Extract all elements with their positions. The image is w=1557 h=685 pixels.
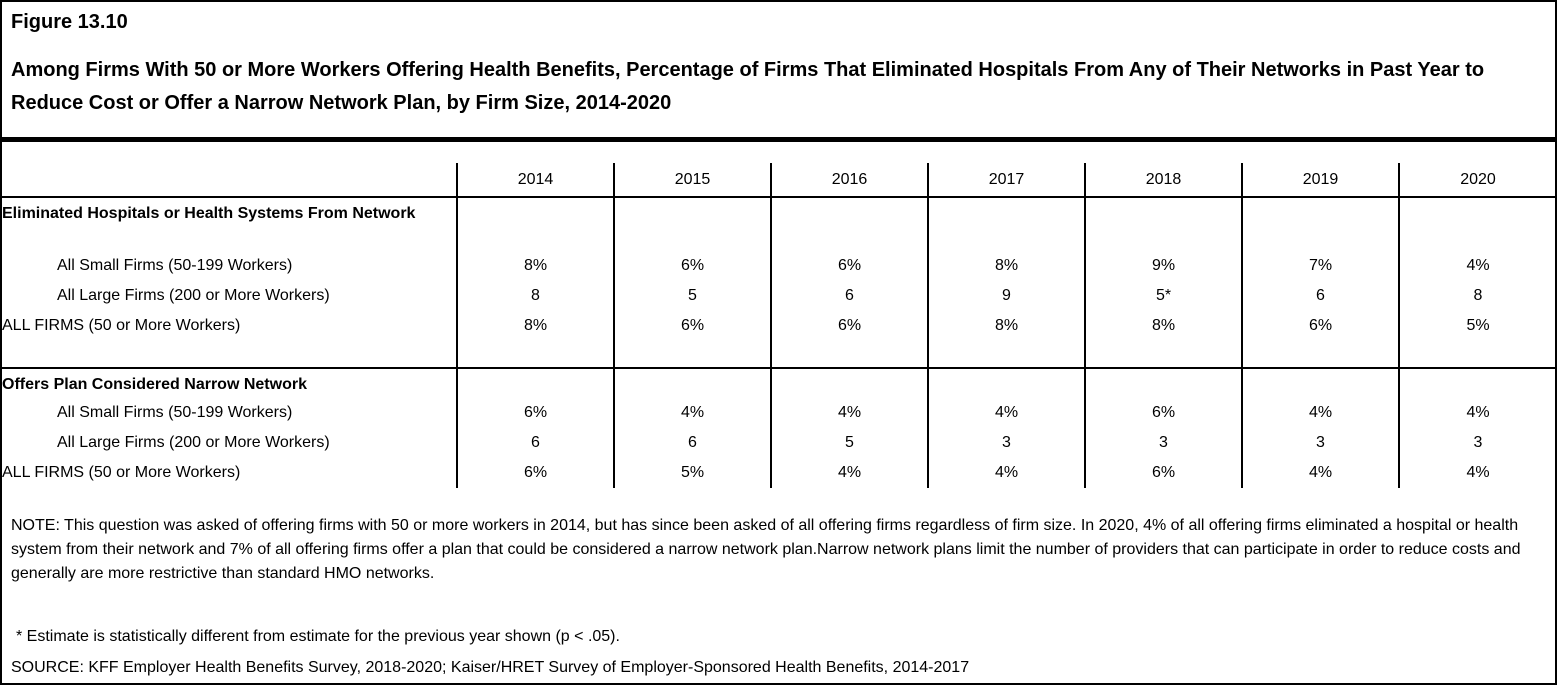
year-header: 2015 [613, 163, 771, 197]
value-cell: 3 [1241, 428, 1399, 458]
value-cell: 4% [770, 398, 928, 428]
benefits-data-table: 2014 2015 2016 2017 2018 2019 2020 Elimi… [2, 163, 1555, 488]
year-header: 2016 [770, 163, 928, 197]
empty-cell [1398, 197, 1555, 251]
empty-cell [1241, 368, 1399, 398]
value-cell: 8% [927, 311, 1085, 341]
value-cell: 3 [1084, 428, 1242, 458]
value-cell: 6% [456, 398, 614, 428]
empty-cell [1084, 368, 1242, 398]
empty-cell [456, 368, 614, 398]
value-cell: 4% [927, 398, 1085, 428]
empty-cell [1398, 368, 1555, 398]
empty-cell [1084, 197, 1242, 251]
value-cell: 9 [927, 281, 1085, 311]
value-cell: 7% [1241, 251, 1399, 281]
empty-corner-cell [2, 163, 457, 197]
value-cell: 4% [613, 398, 771, 428]
empty-cell [613, 368, 771, 398]
empty-cell [2, 341, 457, 368]
table-row-all-firms: ALL FIRMS (50 or More Workers) 8% 6% 6% … [2, 311, 1555, 341]
value-cell: 8% [1084, 311, 1242, 341]
table-row-large-firms: All Large Firms (200 or More Workers) 8 … [2, 281, 1555, 311]
value-cell: 4% [1398, 251, 1555, 281]
year-header: 2018 [1084, 163, 1242, 197]
statistical-footnote: * Estimate is statistically different fr… [16, 628, 620, 645]
value-cell: 6 [1241, 281, 1399, 311]
value-cell: 5% [613, 458, 771, 488]
year-header: 2020 [1398, 163, 1555, 197]
section-spacer-row [2, 341, 1555, 368]
value-cell: 5 [613, 281, 771, 311]
note-paragraph: NOTE: This question was asked of offerin… [11, 517, 1521, 582]
empty-cell [1241, 197, 1399, 251]
value-cell: 4% [1241, 458, 1399, 488]
empty-cell [456, 197, 614, 251]
value-cell: 6% [613, 311, 771, 341]
empty-cell [456, 341, 614, 368]
figure-title: Among Firms With 50 or More Workers Offe… [11, 59, 1485, 114]
empty-cell [927, 341, 1085, 368]
year-header: 2017 [927, 163, 1085, 197]
table-row-small-firms: All Small Firms (50-199 Workers) 8% 6% 6… [2, 251, 1555, 281]
value-cell: 6% [456, 458, 614, 488]
value-cell: 8 [456, 281, 614, 311]
empty-cell [770, 197, 928, 251]
row-label: ALL FIRMS (50 or More Workers) [2, 464, 241, 481]
row-label: All Large Firms (200 or More Workers) [57, 287, 330, 304]
year-header: 2019 [1241, 163, 1399, 197]
figure-number: Figure 13.10 [11, 11, 128, 33]
year-header-row: 2014 2015 2016 2017 2018 2019 2020 [2, 163, 1555, 197]
row-label: ALL FIRMS (50 or More Workers) [2, 317, 241, 334]
value-cell: 8% [927, 251, 1085, 281]
section-header-row-eliminated-hospitals: Eliminated Hospitals or Health Systems F… [2, 197, 1555, 251]
value-cell: 5* [1084, 281, 1242, 311]
value-cell: 4% [927, 458, 1085, 488]
value-cell: 6 [770, 281, 928, 311]
empty-cell [613, 341, 771, 368]
empty-cell [927, 197, 1085, 251]
table-row-large-firms: All Large Firms (200 or More Workers) 6 … [2, 428, 1555, 458]
section-header-label: Offers Plan Considered Narrow Network [2, 376, 307, 393]
value-cell: 6% [770, 251, 928, 281]
empty-cell [1398, 341, 1555, 368]
section-header-label: Eliminated Hospitals or Health Systems F… [2, 205, 416, 222]
empty-cell [770, 341, 928, 368]
table-row-small-firms: All Small Firms (50-199 Workers) 6% 4% 4… [2, 398, 1555, 428]
value-cell: 8% [456, 311, 614, 341]
value-cell: 6% [1084, 458, 1242, 488]
section-header-row-narrow-network: Offers Plan Considered Narrow Network [2, 368, 1555, 398]
value-cell: 6% [1241, 311, 1399, 341]
empty-cell [1241, 341, 1399, 368]
value-cell: 8% [456, 251, 614, 281]
value-cell: 3 [927, 428, 1085, 458]
value-cell: 6 [613, 428, 771, 458]
row-label: All Small Firms (50-199 Workers) [57, 404, 293, 421]
empty-cell [1084, 341, 1242, 368]
notes-section: NOTE: This question was asked of offerin… [2, 514, 1555, 677]
empty-cell [613, 197, 771, 251]
source-line: SOURCE: KFF Employer Health Benefits Sur… [11, 659, 970, 676]
empty-cell [770, 368, 928, 398]
value-cell: 6% [613, 251, 771, 281]
title-divider-rule [2, 137, 1555, 142]
value-cell: 4% [1398, 398, 1555, 428]
value-cell: 6% [770, 311, 928, 341]
value-cell: 8 [1398, 281, 1555, 311]
value-cell: 5% [1398, 311, 1555, 341]
value-cell: 3 [1398, 428, 1555, 458]
value-cell: 6% [1084, 398, 1242, 428]
table-row-all-firms: ALL FIRMS (50 or More Workers) 6% 5% 4% … [2, 458, 1555, 488]
value-cell: 9% [1084, 251, 1242, 281]
value-cell: 5 [770, 428, 928, 458]
row-label: All Small Firms (50-199 Workers) [57, 257, 293, 274]
value-cell: 4% [770, 458, 928, 488]
value-cell: 6 [456, 428, 614, 458]
empty-cell [927, 368, 1085, 398]
year-header: 2014 [456, 163, 614, 197]
value-cell: 4% [1398, 458, 1555, 488]
row-label: All Large Firms (200 or More Workers) [57, 434, 330, 451]
value-cell: 4% [1241, 398, 1399, 428]
